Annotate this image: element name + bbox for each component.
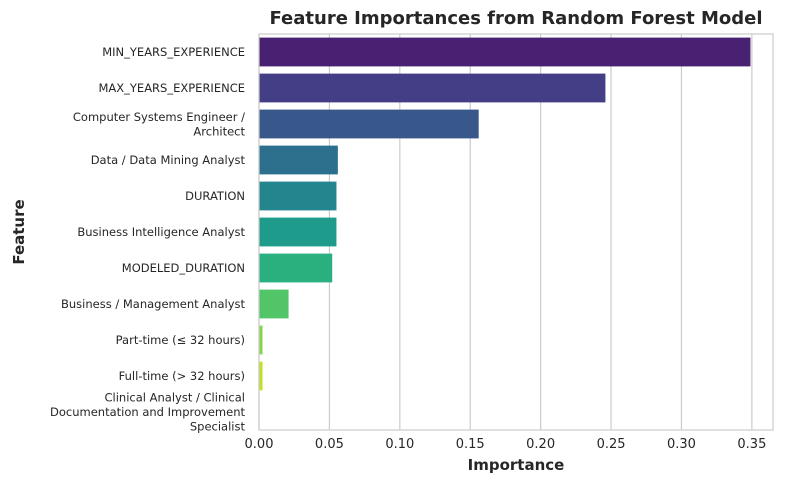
x-tick-label: 0.25 [597, 437, 626, 452]
x-tick-label: 0.20 [526, 437, 555, 452]
bar [259, 325, 263, 355]
bar [259, 361, 263, 391]
y-category-label: Clinical Analyst / Clinical Documentation… [50, 391, 245, 434]
y-category-label: DURATION [185, 189, 245, 203]
y-category-label: Computer Systems Engineer / Architect [73, 110, 246, 139]
y-category-label: Part-time (≤ 32 hours) [116, 333, 245, 347]
y-category-label: Data / Data Mining Analyst [91, 153, 246, 167]
chart-title: Feature Importances from Random Forest M… [269, 8, 762, 29]
x-tick-label: 0.30 [667, 437, 696, 452]
y-category-label: Full-time (> 32 hours) [119, 369, 245, 383]
bar [259, 145, 338, 175]
x-tick-label: 0.15 [456, 437, 485, 452]
y-category-label: MODELED_DURATION [122, 261, 245, 275]
bar [259, 37, 751, 67]
bar [259, 181, 337, 211]
y-category-labels: MIN_YEARS_EXPERIENCE MAX_YEARS_EXPERIENCE… [50, 45, 245, 434]
bar [259, 73, 606, 103]
y-category-label: Business Intelligence Analyst [77, 225, 245, 239]
x-tick-label: 0.35 [737, 437, 766, 452]
x-axis-label: Importance [468, 456, 565, 474]
plot-frame [258, 33, 774, 431]
x-tick-label: 0.05 [315, 437, 344, 452]
bar [259, 217, 337, 247]
bar [259, 289, 289, 319]
x-tick-label: 0.10 [385, 437, 414, 452]
y-category-label: MAX_YEARS_EXPERIENCE [98, 81, 245, 95]
bar [259, 109, 479, 139]
y-category-label: Business / Management Analyst [61, 297, 246, 311]
x-tick-labels: 0.00 0.05 0.10 0.15 0.20 0.25 0.30 0.35 [245, 437, 767, 452]
y-axis-label: Feature [10, 199, 28, 264]
x-tick-label: 0.00 [245, 437, 274, 452]
y-category-label: MIN_YEARS_EXPERIENCE [102, 45, 245, 59]
bar [259, 253, 333, 283]
bars [259, 37, 751, 391]
